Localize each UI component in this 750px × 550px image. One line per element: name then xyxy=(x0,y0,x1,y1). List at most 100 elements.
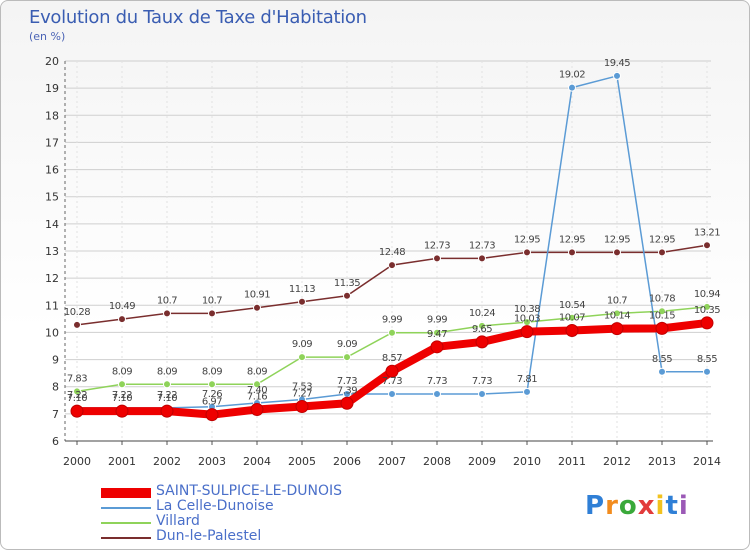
data-label-villard: 10.38 xyxy=(514,304,540,315)
data-label-la-celle-dunoise: 19.45 xyxy=(604,58,630,69)
data-point-villard xyxy=(478,321,486,330)
y-tick-label: 12 xyxy=(45,272,59,285)
data-label-saint-sulpice-le-dunois: 8.57 xyxy=(382,353,402,364)
data-point-villard xyxy=(703,302,711,311)
data-label-villard: 10.24 xyxy=(469,308,495,319)
legend-label: Dun-le-Palestel xyxy=(156,528,262,544)
data-point-villard xyxy=(433,328,441,337)
legend-swatch xyxy=(101,537,151,539)
data-point-saint-sulpice-le-dunois xyxy=(70,404,84,418)
data-point-saint-sulpice-le-dunois xyxy=(115,404,129,418)
data-label-la-celle-dunoise: 8.55 xyxy=(652,354,672,365)
data-label-dun-le-palestel: 12.48 xyxy=(379,247,405,258)
data-point-dun-le-palestel xyxy=(703,241,711,250)
data-label-saint-sulpice-le-dunois: 10.07 xyxy=(559,313,585,324)
x-tick-label: 2003 xyxy=(198,455,226,468)
data-point-dun-le-palestel xyxy=(523,248,531,257)
data-point-la-celle-dunoise xyxy=(388,390,396,399)
data-point-saint-sulpice-le-dunois xyxy=(385,364,399,378)
logo-letter: x xyxy=(637,491,656,521)
data-label-la-celle-dunoise: 7.53 xyxy=(292,381,312,392)
chart-subtitle: (en %) xyxy=(29,30,66,43)
data-point-dun-le-palestel xyxy=(658,248,666,257)
data-label-dun-le-palestel: 11.35 xyxy=(334,278,360,289)
data-label-saint-sulpice-le-dunois: 10.15 xyxy=(649,310,675,321)
data-label-dun-le-palestel: 12.95 xyxy=(604,234,630,245)
data-label-saint-sulpice-le-dunois: 10.35 xyxy=(694,305,720,316)
data-label-dun-le-palestel: 12.73 xyxy=(424,240,450,251)
data-point-villard xyxy=(298,353,306,362)
data-label-saint-sulpice-le-dunois: 7.10 xyxy=(67,393,87,404)
data-point-saint-sulpice-le-dunois xyxy=(160,404,174,418)
proxiti-logo: Proxiti xyxy=(585,491,689,521)
data-point-villard xyxy=(163,380,171,389)
x-tick-label: 2006 xyxy=(333,455,361,468)
data-point-saint-sulpice-le-dunois xyxy=(205,408,219,422)
data-label-la-celle-dunoise: 7.22 xyxy=(157,390,177,401)
data-point-villard xyxy=(253,380,261,389)
data-label-dun-le-palestel: 10.28 xyxy=(64,307,90,318)
x-tick-label: 2008 xyxy=(423,455,451,468)
x-tick-label: 2014 xyxy=(693,455,721,468)
data-label-la-celle-dunoise: 7.73 xyxy=(472,376,492,387)
data-point-saint-sulpice-le-dunois xyxy=(520,325,534,339)
data-label-la-celle-dunoise: 8.55 xyxy=(697,354,717,365)
data-label-saint-sulpice-le-dunois: 10.14 xyxy=(604,311,630,322)
data-label-la-celle-dunoise: 7.22 xyxy=(67,390,87,401)
y-tick-label: 19 xyxy=(45,82,59,95)
x-tick-label: 2007 xyxy=(378,455,406,468)
legend-swatch xyxy=(101,522,151,524)
legend-label: Villard xyxy=(156,513,200,529)
x-tick-label: 2002 xyxy=(153,455,181,468)
data-point-dun-le-palestel xyxy=(568,248,576,257)
data-label-villard: 8.09 xyxy=(157,366,177,377)
data-label-saint-sulpice-le-dunois: 9.65 xyxy=(472,324,492,335)
data-label-la-celle-dunoise: 7.73 xyxy=(382,376,402,387)
x-tick-label: 2010 xyxy=(513,455,541,468)
x-tick-label: 2005 xyxy=(288,455,316,468)
data-point-saint-sulpice-le-dunois xyxy=(295,400,309,414)
x-tick-label: 2012 xyxy=(603,455,631,468)
data-label-la-celle-dunoise: 19.02 xyxy=(559,70,585,81)
x-tick-label: 2000 xyxy=(63,455,91,468)
legend-swatch xyxy=(101,488,151,498)
data-label-dun-le-palestel: 10.7 xyxy=(202,295,222,306)
y-tick-label: 6 xyxy=(52,435,59,448)
data-point-dun-le-palestel xyxy=(163,309,171,318)
data-point-saint-sulpice-le-dunois xyxy=(700,316,714,330)
data-point-dun-le-palestel xyxy=(478,254,486,263)
legend-label: SAINT-SULPICE-LE-DUNOIS xyxy=(156,483,343,499)
data-label-saint-sulpice-le-dunois: 7.10 xyxy=(157,393,177,404)
data-point-villard xyxy=(343,353,351,362)
data-point-dun-le-palestel xyxy=(208,309,216,318)
data-label-villard: 8.09 xyxy=(247,366,267,377)
data-point-villard xyxy=(658,307,666,316)
legend-swatch xyxy=(101,507,151,509)
data-point-saint-sulpice-le-dunois xyxy=(655,321,669,335)
data-point-villard xyxy=(73,387,81,396)
data-label-dun-le-palestel: 10.7 xyxy=(157,295,177,306)
data-label-dun-le-palestel: 10.49 xyxy=(109,301,135,312)
data-label-villard: 7.83 xyxy=(67,373,87,384)
data-point-dun-le-palestel xyxy=(253,303,261,312)
y-tick-label: 15 xyxy=(45,191,59,204)
data-label-la-celle-dunoise: 7.40 xyxy=(247,385,267,396)
data-point-la-celle-dunoise xyxy=(658,367,666,376)
y-tick-label: 18 xyxy=(45,109,59,122)
logo-letter: t xyxy=(665,491,679,521)
data-label-dun-le-palestel: 10.91 xyxy=(244,290,270,301)
data-label-la-celle-dunoise: 7.26 xyxy=(202,389,222,400)
y-tick-label: 20 xyxy=(45,55,59,68)
y-tick-label: 13 xyxy=(45,245,59,258)
data-point-dun-le-palestel xyxy=(118,315,126,324)
data-label-dun-le-palestel: 12.95 xyxy=(559,234,585,245)
data-label-villard: 9.99 xyxy=(382,315,402,326)
data-label-la-celle-dunoise: 7.81 xyxy=(517,374,537,385)
data-point-dun-le-palestel xyxy=(298,297,306,306)
data-point-dun-le-palestel xyxy=(433,254,441,263)
data-point-villard xyxy=(208,380,216,389)
logo-letter: i xyxy=(678,491,689,521)
data-label-saint-sulpice-le-dunois: 9.47 xyxy=(427,329,447,340)
data-point-saint-sulpice-le-dunois xyxy=(250,403,264,417)
